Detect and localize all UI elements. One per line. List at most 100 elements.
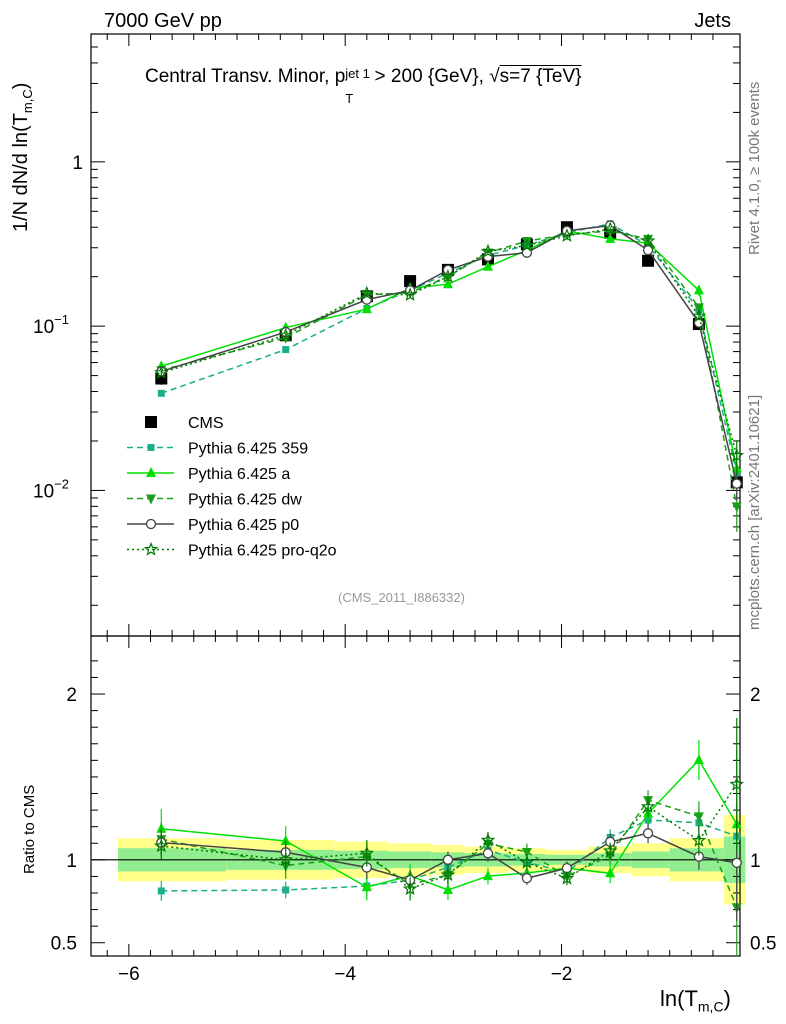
legend-marker: [146, 467, 156, 477]
legend: CMS Pythia 6.425 359 Pythia 6.425 a Pythia …: [127, 415, 337, 560]
ratio-point: [693, 754, 704, 765]
data-point: [731, 502, 742, 513]
data-point: [154, 365, 169, 379]
data-point: [729, 447, 745, 462]
header-right: Jets: [694, 10, 731, 32]
ratio-tick-label: 1: [66, 851, 77, 872]
data-point: [519, 237, 535, 252]
ratio-point: [282, 886, 290, 894]
series-line: [161, 222, 738, 473]
ratio-line: [161, 819, 738, 892]
legend-marker: [143, 541, 159, 556]
rivet-label: Rivet 4.1.0, ≥ 100k events: [746, 81, 763, 255]
data-point: [404, 275, 417, 288]
main-panel: 1 10−1 10−2 CMS Pythia 6.425 359 Pythia 6.425…: [33, 33, 745, 637]
ratio-point: [521, 873, 533, 884]
series-line: [161, 230, 738, 469]
data-point: [442, 278, 453, 289]
ratio-point: [361, 881, 372, 892]
ratio-line: [161, 799, 738, 908]
data-point: [359, 285, 375, 300]
legend-marker: [146, 494, 156, 505]
data-point: [440, 269, 456, 283]
ratio-point: [693, 812, 704, 823]
ratio-point: [602, 843, 618, 858]
ratio-frame: [90, 635, 741, 957]
series-line: [161, 224, 738, 484]
ratio-point: [480, 832, 496, 847]
legend-label: Pythia 6.425 359: [188, 441, 308, 458]
ratio-line: [161, 832, 737, 881]
legend-label: Pythia 6.425 a: [188, 466, 290, 483]
ratio-point: [691, 832, 707, 847]
ratio-series-0: [157, 778, 741, 901]
ratio-point: [278, 852, 293, 867]
x-tick-label: −4: [334, 964, 356, 985]
ratio-tick-label-right: 0.5: [750, 934, 776, 955]
legend-label: Pythia 6.425 pro-q2o: [188, 543, 337, 560]
data-point: [278, 327, 293, 342]
ratio-point: [519, 854, 535, 869]
mcplots-label: mcplots.cern.ch [arXiv:2401.10621]: [746, 394, 763, 630]
data-point: [731, 478, 742, 489]
data-point: [480, 243, 496, 258]
data-point: [642, 254, 655, 267]
data-point: [605, 232, 616, 243]
ratio-tick-label: 2: [66, 685, 77, 706]
analysis-id: (CMS_2011_I886332): [338, 590, 465, 605]
legend-marker: [145, 416, 157, 428]
ratio-point: [157, 887, 165, 895]
y-tick-label: 10−1: [33, 312, 69, 338]
legend-label: Pythia 6.425 p0: [188, 517, 299, 534]
ratio-point: [359, 845, 375, 860]
data-point: [693, 284, 704, 295]
y-tick-label: 10−2: [33, 476, 69, 502]
data-point: [157, 389, 165, 397]
ratio-tick-label: 0.5: [51, 934, 77, 955]
ratio-point: [482, 848, 494, 859]
data-point: [691, 308, 707, 323]
ratio-line: [161, 758, 738, 891]
ratio-point: [442, 854, 454, 865]
ratio-tick-label-right: 2: [750, 685, 761, 706]
ratio-point: [154, 838, 169, 853]
data-point: [521, 236, 532, 247]
ratio-point: [521, 847, 532, 858]
x-tick-label: −2: [551, 964, 573, 985]
data-point: [402, 287, 418, 302]
data-point: [602, 221, 618, 236]
ratio-panel: 2 2 1 1 0.5 0.5: [51, 635, 776, 957]
legend-marker: [145, 518, 157, 530]
data-point: [642, 245, 654, 256]
data-point: [482, 260, 493, 271]
series-line: [161, 230, 738, 507]
ratio-series-4: [154, 718, 745, 901]
ratio-point: [729, 776, 745, 791]
ratio-point: [642, 828, 654, 839]
y-tick-label: 1: [72, 153, 83, 174]
ratio-point: [731, 857, 742, 868]
legend-label: Pythia 6.425 dw: [188, 492, 302, 509]
ratio-point: [440, 867, 456, 882]
x-tick-label: −6: [118, 964, 140, 985]
x-axis-label: ln(Tm,C): [660, 986, 731, 1015]
ratio-point: [482, 870, 493, 881]
legend-label: CMS: [188, 415, 224, 432]
ratio-point: [442, 883, 453, 894]
data-point: [640, 233, 656, 248]
data-point: [361, 303, 372, 314]
legend-marker: [147, 444, 155, 451]
ratio-point: [559, 870, 575, 885]
ratio-point: [402, 881, 418, 896]
data-point: [282, 346, 290, 354]
ratio-tick-label-right: 1: [750, 851, 761, 872]
data-point: [693, 303, 704, 314]
ratio-y-label: Ratio to CMS: [21, 784, 38, 874]
series-line: [161, 228, 738, 456]
ratio-point: [605, 867, 616, 878]
ratio-point: [640, 799, 656, 813]
header-left: 7000 GeV pp: [104, 10, 222, 32]
ratio-point: [280, 834, 291, 845]
